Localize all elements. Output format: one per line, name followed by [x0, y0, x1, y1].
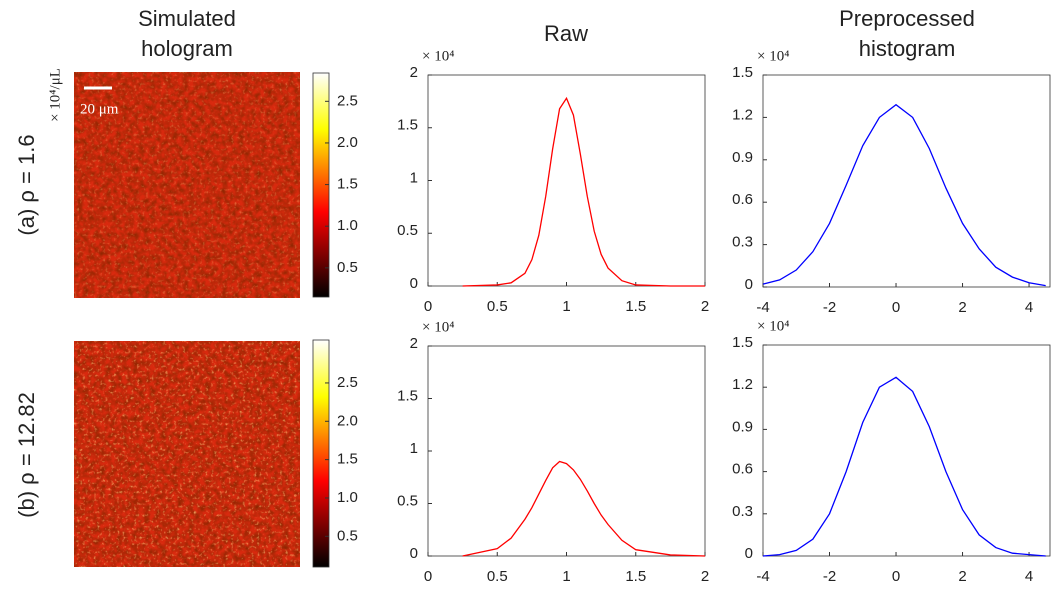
y-tick-label: 1 [410, 169, 418, 186]
y-tick-label: 1.5 [397, 117, 418, 134]
colorbar-tick-label: 0.5 [337, 527, 358, 544]
exponent-label: × 10⁴ [757, 48, 789, 64]
y-tick-label: 0.9 [732, 418, 753, 435]
x-tick-label: 2 [701, 568, 709, 585]
x-tick-label: 0 [892, 299, 900, 316]
x-tick-label: 1.5 [625, 298, 646, 315]
x-tick-label: 1 [562, 298, 570, 315]
hologram-speckle [74, 341, 300, 567]
colorbar-tick-label: 1.0 [337, 217, 358, 234]
column-header: Preprocessed [839, 6, 975, 31]
plot-frame [762, 74, 1051, 288]
y-tick-label: 0.9 [732, 149, 753, 166]
x-tick-label: 2 [958, 568, 966, 585]
row-label: (b) ρ = 12.82 [14, 392, 39, 518]
x-tick-label: 0 [424, 298, 432, 315]
plot-frame [762, 344, 1051, 557]
y-tick-label: 0.3 [732, 234, 753, 251]
y-tick-label: 0 [410, 275, 418, 292]
column-header: Raw [544, 21, 588, 46]
x-tick-label: -2 [823, 299, 836, 316]
x-tick-label: 2 [701, 298, 709, 315]
x-tick-label: 1.5 [625, 568, 646, 585]
y-tick-label: 0 [410, 545, 418, 562]
exponent-label: × 10⁴ [422, 319, 454, 335]
x-tick-label: -4 [756, 299, 769, 316]
y-tick-label: 0.6 [732, 461, 753, 478]
y-tick-label: 0.3 [732, 503, 753, 520]
y-tick-label: 0.6 [732, 191, 753, 208]
y-tick-label: 2 [410, 335, 418, 352]
column-header: Simulated [138, 6, 236, 31]
row-label-unit: × 10⁴/μL [47, 68, 63, 122]
curve [762, 103, 1046, 287]
colorbar-tick-label: 2.0 [337, 412, 358, 429]
curve [462, 96, 705, 287]
row-label: (a) ρ = 1.6 [14, 134, 39, 235]
column-header: hologram [141, 36, 233, 61]
x-tick-label: 4 [1025, 299, 1033, 316]
colorbar-tick-label: 2.5 [337, 92, 358, 109]
y-tick-label: 0 [745, 545, 753, 562]
y-tick-label: 1.5 [397, 387, 418, 404]
x-tick-label: 0.5 [487, 568, 508, 585]
column-header: histogram [859, 36, 956, 61]
y-tick-label: 1.2 [732, 376, 753, 393]
y-tick-label: 1.2 [732, 106, 753, 123]
x-tick-label: 2 [958, 299, 966, 316]
y-tick-label: 0.5 [397, 222, 418, 239]
plot-frame [427, 345, 706, 557]
y-tick-label: 1.5 [732, 64, 753, 81]
x-tick-label: 0 [892, 568, 900, 585]
y-tick-label: 1.5 [732, 334, 753, 351]
curve [462, 460, 706, 557]
x-tick-label: 4 [1025, 568, 1033, 585]
colorbar-tick-label: 2.0 [337, 134, 358, 151]
colorbar-tick-label: 1.0 [337, 489, 358, 506]
hologram-speckle [74, 72, 300, 298]
colorbar-tick-label: 1.5 [337, 176, 358, 193]
x-tick-label: -2 [823, 568, 836, 585]
y-tick-label: 1 [410, 440, 418, 457]
x-tick-label: 0 [424, 568, 432, 585]
curve [762, 376, 1046, 557]
plot-frame [427, 74, 706, 287]
colorbar-tick-label: 2.5 [337, 374, 358, 391]
exponent-label: × 10⁴ [757, 318, 789, 334]
y-tick-label: 0.5 [397, 492, 418, 509]
y-tick-label: 2 [410, 64, 418, 81]
scale-bar-label: 20 μm [80, 101, 119, 117]
exponent-label: × 10⁴ [422, 48, 454, 64]
colorbar-tick-label: 0.5 [337, 259, 358, 276]
x-tick-label: -4 [756, 568, 769, 585]
x-tick-label: 0.5 [487, 298, 508, 315]
x-tick-label: 1 [562, 568, 570, 585]
y-tick-label: 0 [745, 276, 753, 293]
colorbar [312, 339, 330, 568]
colorbar-tick-label: 1.5 [337, 451, 358, 468]
